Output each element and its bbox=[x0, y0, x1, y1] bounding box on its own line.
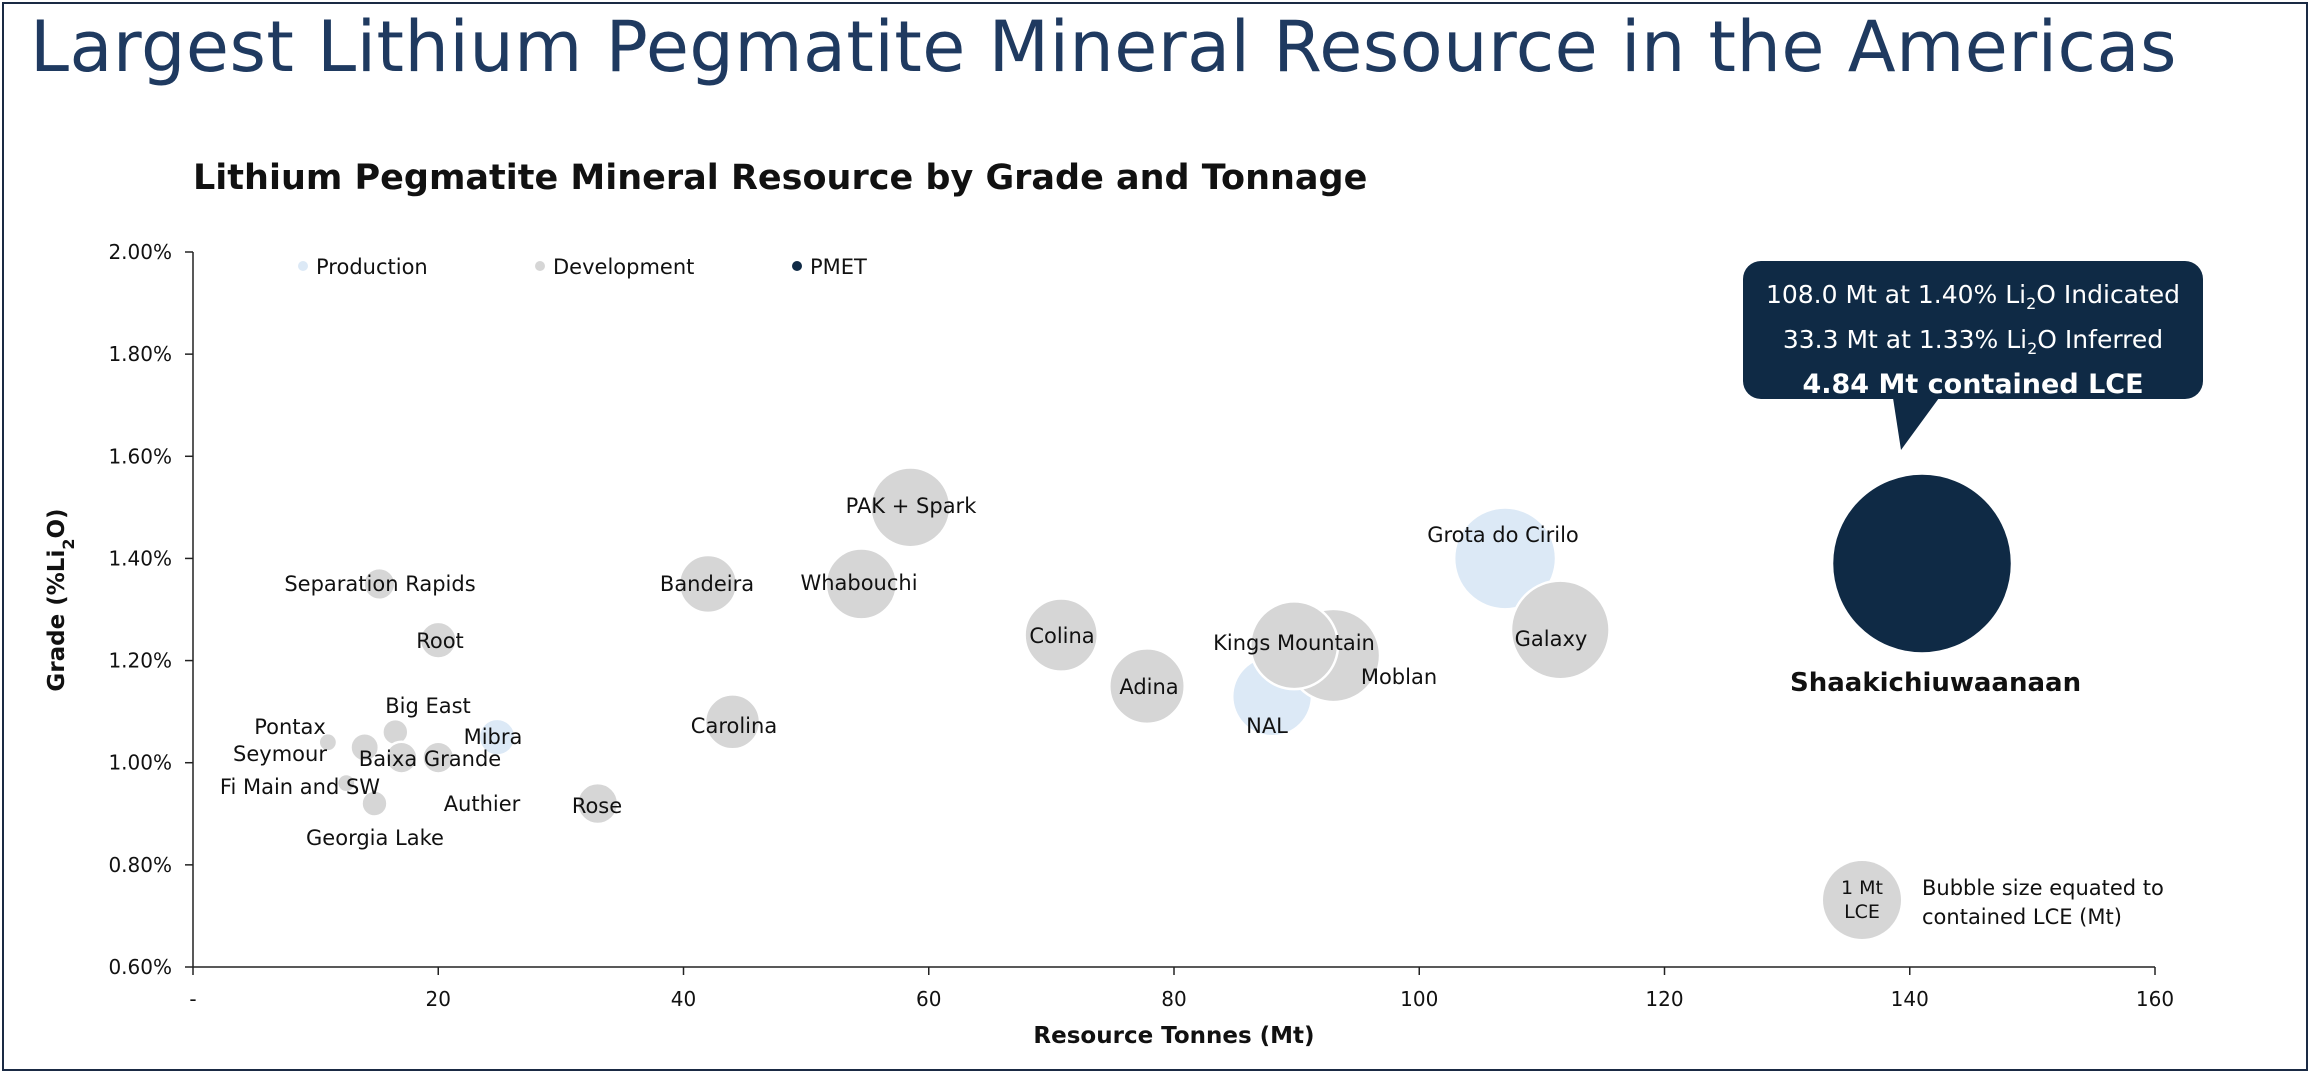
y-tick-label: 1.40% bbox=[108, 546, 172, 570]
chart-title: Lithium Pegmatite Mineral Resource by Gr… bbox=[193, 158, 1368, 198]
y-tick-label: 1.00% bbox=[108, 751, 172, 775]
callout-line-indicated: 108.0 Mt at 1.40% Li2O Indicated bbox=[1765, 280, 2181, 313]
legend-label-pmet: PMET bbox=[810, 255, 867, 279]
y-tick-label: 1.80% bbox=[108, 342, 172, 366]
bubble-georgia-lake bbox=[360, 789, 389, 818]
bubble-label-adina: Adina bbox=[1119, 675, 1178, 699]
bubble-label-baixa-grande: Baixa Grande bbox=[359, 747, 501, 771]
callout-pointer bbox=[1893, 398, 1939, 450]
x-tick-label: - bbox=[189, 987, 196, 1011]
bubble-whabouchi bbox=[824, 547, 898, 621]
bubble-label-big-east: Big East bbox=[385, 694, 471, 718]
bubble-colina bbox=[1023, 597, 1100, 673]
bubble-bandeira bbox=[677, 553, 739, 615]
size-legend-text: Bubble size equated to contained LCE (Mt… bbox=[1922, 876, 2164, 929]
bubble-label-seymour: Seymour bbox=[233, 742, 327, 766]
bubble-label-nal: NAL bbox=[1246, 714, 1288, 738]
bubble-label-separation-rapids: Separation Rapids bbox=[284, 572, 475, 596]
x-tick-label: 60 bbox=[916, 987, 941, 1011]
bubble-label-pontax: Pontax bbox=[254, 715, 326, 739]
bubble-label-rose: Rose bbox=[572, 794, 622, 818]
bubble-root bbox=[418, 620, 458, 660]
bubble-grota-do-cirilo bbox=[1452, 506, 1558, 611]
bubble-seymour bbox=[349, 731, 381, 763]
bubble-label-pak-spark: PAK + Spark bbox=[846, 494, 978, 518]
bubble-label-galaxy: Galaxy bbox=[1515, 627, 1588, 651]
y-tick-label: 1.60% bbox=[108, 444, 172, 468]
bubble-label-colina: Colina bbox=[1029, 624, 1094, 648]
slide-title: Largest Lithium Pegmatite Mineral Resour… bbox=[30, 6, 2177, 88]
bubble-adina bbox=[1108, 647, 1186, 726]
y-tick-label: 0.60% bbox=[108, 955, 172, 979]
legend-marker-pmet bbox=[792, 261, 802, 271]
bubble-authier bbox=[421, 740, 456, 775]
bubble-label-moblan: Moblan bbox=[1361, 665, 1437, 689]
bubble-mibra bbox=[477, 717, 517, 757]
x-axis-title: Resource Tonnes (Mt) bbox=[1033, 1023, 1314, 1049]
bubble-label-whabouchi: Whabouchi bbox=[800, 571, 917, 595]
bubble-galaxy bbox=[1509, 579, 1611, 681]
bubble-label-fi-main-and-sw: Fi Main and SW bbox=[220, 775, 380, 799]
x-tick-label: 100 bbox=[1400, 987, 1438, 1011]
x-tick-label: 20 bbox=[426, 987, 451, 1011]
bubble-fi-main-and-sw bbox=[335, 772, 357, 794]
size-legend-bubble: 1 Mt LCE bbox=[1823, 861, 1901, 939]
bubble-label-kings-mountain: Kings Mountain bbox=[1213, 631, 1375, 655]
bubble-pak-spark bbox=[869, 466, 952, 549]
pmet-callout: 108.0 Mt at 1.40% Li2O Indicated 33.3 Mt… bbox=[1743, 261, 2203, 400]
callout-line-lce: 4.84 Mt contained LCE bbox=[1802, 369, 2144, 400]
bubble-kings-mountain bbox=[1249, 600, 1340, 691]
callout-line-inferred: 33.3 Mt at 1.33% Li2O Inferred bbox=[1782, 325, 2164, 358]
pmet-project-label: Shaakichiuwaanaan bbox=[1790, 668, 2082, 698]
legend-label-development: Development bbox=[553, 255, 694, 279]
size-legend-unit: LCE bbox=[1844, 901, 1880, 923]
bubble-label-carolina: Carolina bbox=[691, 714, 777, 738]
bubble-label-georgia-lake: Georgia Lake bbox=[306, 826, 444, 850]
bubble-label-authier: Authier bbox=[444, 792, 521, 816]
bubble-label-mibra: Mibra bbox=[464, 725, 523, 749]
legend-marker-development bbox=[535, 261, 545, 271]
x-tick-label: 140 bbox=[1891, 987, 1929, 1011]
x-tick-label: 80 bbox=[1161, 987, 1186, 1011]
bubble-shaakichiuwaanaan bbox=[1830, 472, 2014, 655]
bubble-pontax bbox=[317, 731, 339, 753]
legend-label-production: Production bbox=[316, 255, 428, 279]
legend-marker-production bbox=[298, 261, 308, 271]
x-tick-label: 120 bbox=[1645, 987, 1683, 1011]
x-tick-label: 160 bbox=[2136, 987, 2174, 1011]
y-tick-label: 0.80% bbox=[108, 853, 172, 877]
y-tick-label: 2.00% bbox=[108, 240, 172, 264]
x-tick-label: 40 bbox=[671, 987, 696, 1011]
y-axis-title: Grade (%Li2O) bbox=[44, 508, 78, 691]
bubble-carolina bbox=[703, 693, 762, 751]
bubble-label-root: Root bbox=[416, 629, 464, 653]
bubble-separation-rapids bbox=[362, 566, 397, 602]
bubble-rose bbox=[575, 781, 620, 826]
size-legend-value: 1 Mt bbox=[1841, 877, 1883, 899]
y-tick-label: 1.20% bbox=[108, 649, 172, 673]
bubble-label-grota-do-cirilo: Grota do Cirilo bbox=[1427, 523, 1579, 547]
bubble-baixa-grande bbox=[384, 740, 419, 775]
bubble-label-bandeira: Bandeira bbox=[660, 572, 754, 596]
